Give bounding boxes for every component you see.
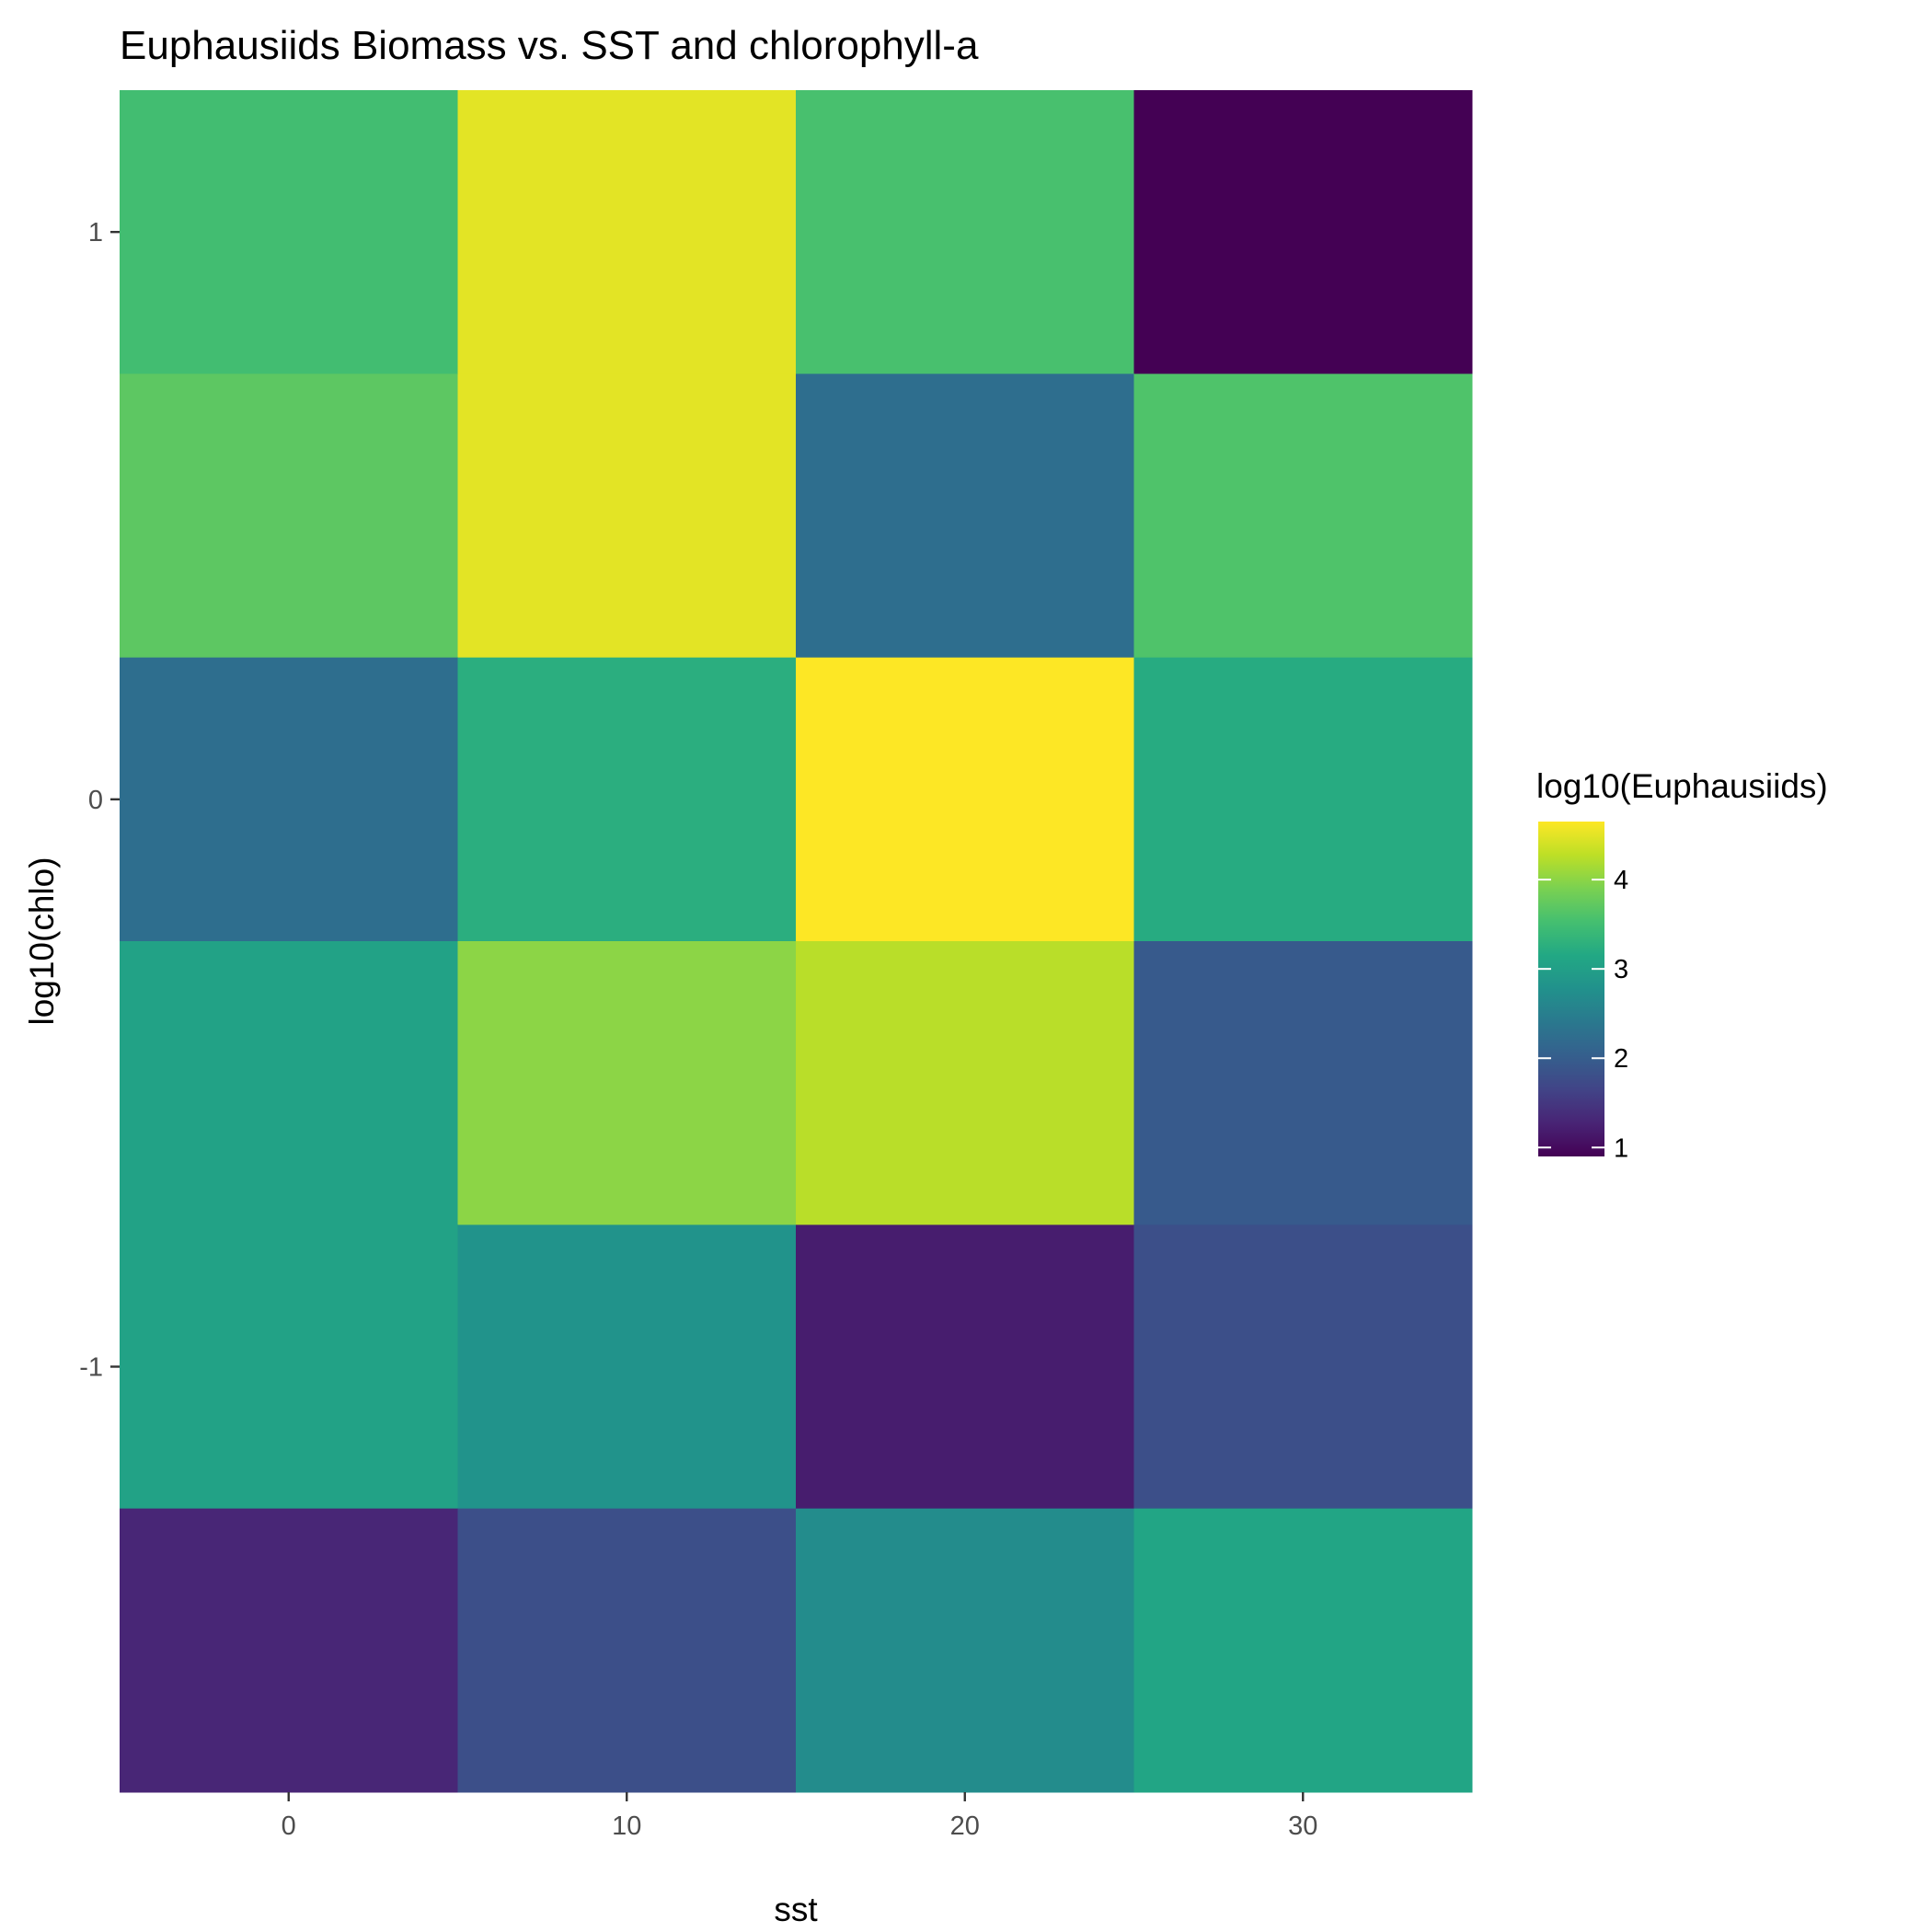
heatmap-tile xyxy=(1133,941,1473,1225)
y-axis: 1 0 -1 xyxy=(79,218,120,1383)
legend-tick-label: 4 xyxy=(1614,866,1628,895)
x-axis: 0 10 20 30 xyxy=(282,1792,1317,1841)
legend-colorbar xyxy=(1538,822,1604,1156)
x-tick-label: 0 xyxy=(282,1811,296,1841)
heatmap-tile xyxy=(796,657,1134,942)
x-tick-label: 30 xyxy=(1288,1811,1317,1841)
chart-title: Euphausiids Biomass vs. SST and chloroph… xyxy=(120,23,979,68)
heatmap-tile xyxy=(120,1225,458,1510)
heatmap-tile xyxy=(457,1508,797,1793)
heatmap-tile xyxy=(796,90,1134,374)
color-legend: log10(Euphausiids) 1 2 3 4 xyxy=(1536,767,1828,1163)
legend-title: log10(Euphausiids) xyxy=(1536,767,1828,805)
heatmap-tile xyxy=(120,657,458,942)
heatmap-tile xyxy=(1133,90,1473,374)
x-tick-label: 20 xyxy=(950,1811,980,1841)
heatmap-tile xyxy=(796,1508,1134,1793)
heatmap-tile xyxy=(1133,1225,1473,1510)
heatmap-tile xyxy=(1133,374,1473,659)
heatmap-tile xyxy=(796,941,1134,1225)
heatmap-tile xyxy=(120,374,458,659)
heatmap-tile xyxy=(796,374,1134,659)
y-tick-label: -1 xyxy=(79,1353,103,1383)
y-axis-title: log10(chlo) xyxy=(23,857,61,1025)
legend-tick-label: 2 xyxy=(1614,1044,1628,1074)
x-axis-title: sst xyxy=(774,1891,818,1928)
heatmap-tile xyxy=(1133,1508,1473,1793)
heatmap-tile xyxy=(457,941,797,1225)
heatmap-tile xyxy=(120,941,458,1225)
heatmap-tile xyxy=(457,90,797,374)
heatmap-tiles xyxy=(120,90,1473,1793)
legend-tick-label: 1 xyxy=(1614,1133,1628,1163)
y-tick-label: 0 xyxy=(88,786,103,815)
legend-ticks: 1 2 3 4 xyxy=(1538,866,1628,1163)
heatmap-tile xyxy=(120,1508,458,1793)
heatmap-tile xyxy=(457,657,797,942)
heatmap-tile xyxy=(457,1225,797,1510)
heatmap-tile xyxy=(457,374,797,659)
y-tick-label: 1 xyxy=(88,218,103,247)
x-tick-label: 10 xyxy=(612,1811,641,1841)
legend-tick-label: 3 xyxy=(1614,955,1628,984)
heatmap-tile xyxy=(1133,657,1473,942)
heatmap-tile xyxy=(120,90,458,374)
heatmap-tile xyxy=(796,1225,1134,1510)
